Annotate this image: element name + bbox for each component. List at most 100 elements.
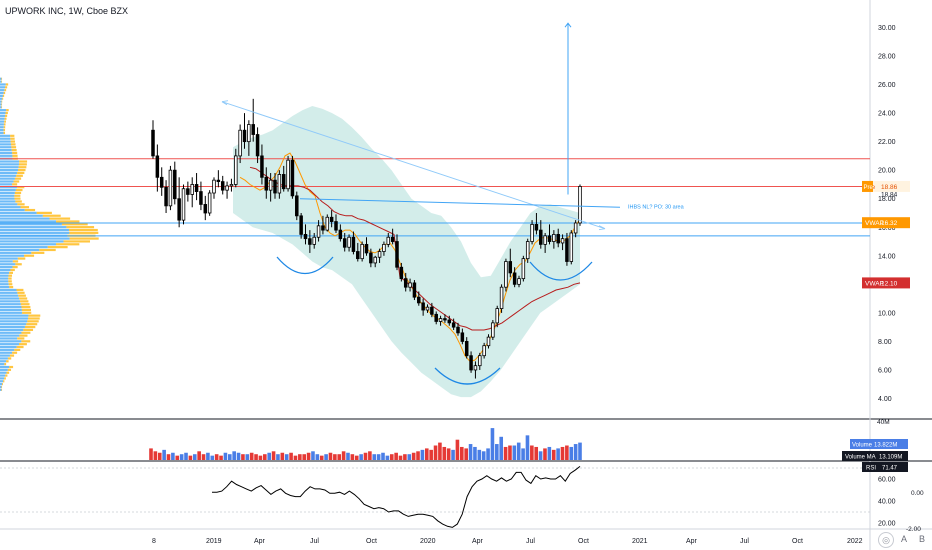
volume-ma-tag-title: Volume MA — [845, 455, 876, 461]
candle-body — [351, 236, 356, 252]
volume-profile-bar — [4, 117, 7, 120]
volume-profile-bar — [0, 203, 18, 206]
volume-bar — [473, 446, 477, 460]
candle-body — [508, 261, 513, 274]
volume-profile-bar — [0, 311, 23, 314]
candle-body — [190, 184, 194, 195]
volume-profile-bar — [0, 268, 11, 272]
volume-profile-bar — [1, 106, 3, 109]
candle-body — [199, 191, 203, 205]
candle-body — [225, 185, 229, 191]
volume-bar — [333, 454, 337, 460]
volume-profile-bar — [0, 197, 15, 200]
volume-profile-bar — [21, 308, 31, 312]
volume-profile-bar — [4, 89, 7, 92]
volume-profile-bar — [0, 285, 10, 289]
candle-body — [534, 224, 539, 231]
volume-profile-bar — [18, 343, 27, 346]
volume-profile-bar — [0, 337, 18, 340]
candle-body — [482, 345, 486, 357]
volume-bar — [302, 454, 307, 460]
candle-body — [151, 129, 155, 157]
candle-body — [473, 365, 478, 371]
volume-profile-bar — [3, 131, 6, 135]
volume-profile-bar — [0, 263, 16, 266]
drawing-objects: IHBS NL? PO: 30 area — [221, 22, 685, 385]
candle-body — [260, 155, 264, 178]
volume-profile-bar — [0, 94, 3, 97]
volume-profile-bar — [0, 257, 18, 260]
volume-bar — [206, 452, 210, 460]
right-shoulder-arc — [529, 261, 593, 281]
volume-profile-bar — [15, 200, 22, 203]
time-tick-label: Apr — [686, 538, 698, 545]
volume-bar — [411, 452, 416, 460]
volume-bar — [337, 454, 342, 460]
candle-body — [264, 176, 269, 191]
price-tick-label: 14.00 — [878, 253, 896, 260]
candle-body — [360, 243, 364, 260]
volume-bar — [460, 446, 464, 460]
volume-profile-bar — [28, 317, 40, 320]
volume-bar — [214, 454, 219, 460]
auto-scale-button[interactable]: A — [900, 534, 907, 544]
volume-profile-bar — [24, 325, 36, 329]
price-label-tag — [862, 277, 910, 289]
price-label-marker — [862, 180, 873, 192]
price-label-title: VWAP — [865, 220, 884, 227]
trendline-arrowhead — [598, 225, 606, 231]
volume-bar — [394, 452, 398, 460]
volume-profile-bar — [2, 97, 4, 100]
volume-profile-bar — [0, 348, 15, 351]
volume-profile-bar — [12, 154, 18, 157]
volume-bar — [219, 455, 223, 460]
volume-profile-bar — [0, 240, 64, 243]
neckline — [299, 198, 621, 208]
volume-bar — [521, 448, 525, 460]
volume-profile-bar — [8, 283, 13, 286]
volume-profile-bar — [15, 263, 22, 266]
candle-body — [552, 233, 556, 242]
volume-profile-bar — [0, 149, 12, 152]
volume-profile-bar — [12, 151, 18, 155]
price-tick-label: 16.00 — [878, 225, 896, 232]
left-shoulder-arc — [276, 256, 334, 274]
volume-profile-bar — [19, 160, 28, 163]
candle-body — [456, 326, 460, 334]
volume-profile-bar — [17, 171, 25, 175]
candle-body — [342, 238, 347, 248]
volume-profile-bar — [4, 377, 6, 380]
volume-bar — [424, 448, 429, 460]
volume-profile-bar — [24, 254, 35, 257]
volume-profile-bar — [0, 360, 7, 363]
candle-body — [286, 159, 290, 190]
volume-bar — [481, 451, 486, 460]
candle-body — [430, 306, 434, 315]
candle-body — [159, 176, 164, 188]
candle-body — [268, 179, 273, 191]
volume-profile-bar — [9, 354, 15, 357]
volume-bar — [175, 455, 180, 460]
volume-profile-bar — [0, 171, 18, 175]
volume-profile-bar — [36, 211, 52, 214]
volume-profile-bar — [14, 194, 21, 197]
candle-body — [251, 124, 255, 135]
candle-body — [295, 195, 299, 217]
tradingview-logo-icon[interactable]: ◎ — [878, 532, 894, 548]
log-scale-button[interactable]: B — [918, 534, 925, 544]
volume-bar — [298, 454, 302, 460]
volume-bar — [284, 454, 289, 460]
price-tick-label: 30.00 — [878, 25, 896, 32]
volume-profile-bar — [0, 288, 17, 292]
volume-bar — [420, 449, 425, 460]
volume-profile-bar — [0, 303, 21, 306]
volume-profile-bar — [0, 277, 9, 280]
candle-body — [273, 179, 277, 194]
volume-profile-bar — [21, 331, 31, 334]
rsi-value-tag — [862, 462, 908, 472]
candle-body — [312, 236, 316, 245]
volume-bar — [530, 445, 534, 460]
volume-profile-bar — [0, 143, 11, 146]
